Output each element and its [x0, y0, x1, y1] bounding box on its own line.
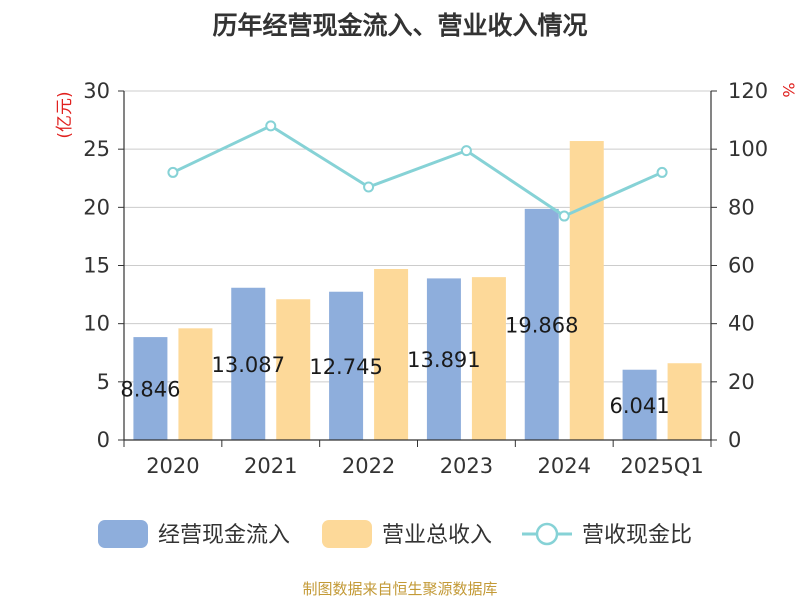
- bar-cash-inflow: [133, 337, 168, 440]
- ratio-point: [167, 166, 179, 178]
- left-tick-label: 15: [83, 254, 110, 278]
- left-axis-unit: (亿元): [55, 91, 75, 138]
- bar-value-label: 13.087: [212, 353, 285, 377]
- bar-cash-inflow: [329, 291, 364, 440]
- bar-value-label: 13.891: [407, 348, 480, 372]
- bars: [133, 141, 702, 441]
- ratio-point: [363, 181, 375, 193]
- legend-label-cash-inflow: 经营现金流入: [158, 523, 290, 548]
- bar-value-label: 6.041: [610, 394, 670, 418]
- ratio-line: [167, 120, 668, 222]
- bar-cash-inflow: [426, 278, 461, 440]
- ratio-point: [265, 120, 277, 132]
- data-source-note: 制图数据来自恒生聚源数据库: [302, 580, 498, 598]
- left-tick-label: 0: [97, 428, 110, 452]
- x-tick-label: 2024: [538, 454, 591, 478]
- bar-value-label: 19.868: [505, 313, 578, 337]
- bar-total-revenue: [178, 328, 213, 440]
- axes: 0 5 10 15 20 25 30 0 20 40 60 80 100 120 2020 2021 2022 2…: [55, 79, 798, 478]
- ratio-point: [558, 210, 570, 222]
- x-tick-label: 2025Q1: [620, 454, 703, 478]
- right-tick-label: 60: [728, 254, 755, 278]
- ratio-point: [656, 166, 668, 178]
- bar-cash-inflow: [622, 369, 657, 440]
- x-tick-label: 2020: [146, 454, 199, 478]
- ratio-point: [460, 145, 472, 157]
- legend-swatch-cash-inflow: [98, 520, 148, 548]
- bar-cash-inflow: [231, 287, 266, 440]
- x-tick-label: 2021: [244, 454, 297, 478]
- right-tick-label: 100: [728, 137, 768, 161]
- right-tick-label: 120: [728, 79, 768, 103]
- bar-cash-inflow: [524, 208, 559, 440]
- legend-label-revenue: 营业总收入: [382, 523, 492, 548]
- gridlines: [124, 90, 711, 383]
- x-tick-label: 2022: [342, 454, 395, 478]
- ratio-line-path: [172, 124, 663, 218]
- left-tick-label: 5: [97, 370, 110, 394]
- legend: 经营现金流入 营业总收入 营收现金比: [98, 520, 692, 548]
- x-tick-label: 2023: [440, 454, 493, 478]
- bar-total-revenue: [276, 299, 311, 440]
- right-tick-label: 20: [728, 370, 755, 394]
- left-tick-label: 25: [83, 137, 110, 161]
- legend-label-ratio: 营收现金比: [582, 523, 692, 548]
- right-tick-label: 0: [728, 428, 741, 452]
- bar-total-revenue: [471, 277, 506, 440]
- legend-swatch-ratio-marker: [535, 522, 559, 546]
- right-axis-unit: %: [779, 82, 798, 97]
- bar-total-revenue: [374, 268, 409, 440]
- right-tick-label: 40: [728, 312, 755, 336]
- right-tick-label: 80: [728, 195, 755, 219]
- bar-total-revenue: [667, 363, 702, 440]
- bar-value-label: 12.745: [309, 355, 382, 379]
- legend-swatch-revenue: [322, 520, 372, 548]
- chart-title: 历年经营现金流入、营业收入情况: [212, 11, 588, 40]
- left-tick-label: 20: [83, 195, 110, 219]
- left-tick-label: 30: [83, 79, 110, 103]
- bar-total-revenue: [569, 141, 604, 441]
- data-labels: 8.846 13.087 12.745 13.891 19.868 6.041: [120, 313, 669, 417]
- bar-value-label: 8.846: [120, 378, 180, 402]
- left-tick-label: 10: [83, 312, 110, 336]
